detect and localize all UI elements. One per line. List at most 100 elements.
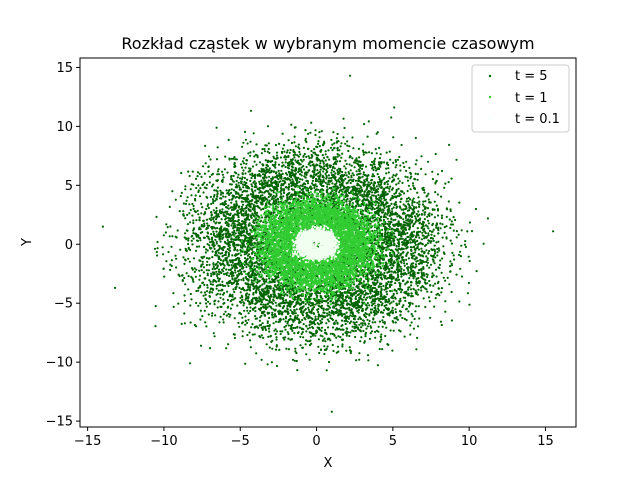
data-point bbox=[350, 174, 353, 177]
data-point bbox=[251, 333, 254, 336]
data-point bbox=[390, 242, 393, 245]
data-point bbox=[191, 243, 194, 246]
data-point bbox=[383, 214, 386, 217]
data-point bbox=[293, 135, 296, 138]
data-point bbox=[275, 345, 278, 348]
data-point bbox=[432, 284, 435, 287]
data-point bbox=[316, 146, 319, 149]
data-point bbox=[394, 248, 397, 251]
data-point bbox=[293, 151, 296, 154]
data-point bbox=[358, 323, 361, 326]
data-point bbox=[347, 315, 351, 318]
data-point bbox=[299, 178, 302, 181]
data-point bbox=[205, 183, 209, 186]
data-point bbox=[348, 346, 351, 349]
data-point bbox=[431, 170, 434, 173]
data-point bbox=[451, 251, 454, 254]
data-point bbox=[427, 227, 430, 230]
data-point bbox=[210, 314, 214, 317]
data-point bbox=[302, 165, 305, 168]
data-point bbox=[257, 199, 260, 203]
data-point bbox=[227, 284, 230, 287]
data-point bbox=[377, 175, 380, 179]
data-point bbox=[269, 335, 272, 338]
data-point bbox=[207, 269, 210, 272]
data-point bbox=[368, 200, 371, 203]
data-point bbox=[397, 187, 400, 190]
data-point bbox=[363, 296, 366, 299]
data-point bbox=[213, 247, 216, 250]
data-point bbox=[268, 324, 271, 327]
data-point bbox=[410, 249, 413, 252]
data-point bbox=[382, 309, 386, 312]
data-point bbox=[377, 202, 380, 205]
data-point bbox=[366, 183, 369, 186]
data-point bbox=[399, 206, 402, 209]
data-point bbox=[275, 336, 278, 339]
data-point bbox=[211, 312, 214, 315]
data-point bbox=[218, 209, 222, 212]
data-point bbox=[314, 129, 317, 132]
data-point bbox=[385, 172, 388, 175]
data-point bbox=[216, 195, 219, 198]
data-point bbox=[355, 157, 358, 160]
data-point bbox=[349, 331, 352, 334]
data-point bbox=[228, 198, 231, 201]
data-point bbox=[415, 159, 418, 162]
data-point bbox=[428, 300, 431, 303]
data-point bbox=[371, 321, 374, 324]
data-point bbox=[219, 305, 222, 308]
data-point bbox=[312, 312, 315, 315]
data-point bbox=[227, 255, 230, 258]
data-point bbox=[169, 225, 172, 228]
data-point bbox=[226, 171, 229, 174]
data-point bbox=[272, 191, 275, 194]
data-point bbox=[367, 284, 371, 287]
data-point bbox=[375, 265, 378, 268]
data-point bbox=[278, 348, 281, 351]
data-point bbox=[199, 302, 202, 305]
data-point bbox=[280, 192, 283, 195]
data-point bbox=[287, 318, 290, 322]
data-point bbox=[391, 210, 394, 213]
data-point bbox=[380, 304, 383, 307]
data-point bbox=[383, 176, 386, 179]
data-point bbox=[386, 183, 389, 186]
data-point bbox=[431, 223, 434, 227]
data-point bbox=[358, 288, 361, 291]
data-point bbox=[239, 177, 242, 180]
data-point bbox=[317, 317, 320, 321]
data-point bbox=[219, 259, 223, 262]
data-point bbox=[382, 315, 385, 319]
data-point bbox=[241, 316, 244, 319]
data-point bbox=[247, 318, 250, 321]
data-point bbox=[202, 219, 205, 222]
data-point bbox=[388, 190, 391, 193]
data-point bbox=[373, 207, 376, 211]
data-point bbox=[341, 345, 344, 348]
data-point bbox=[247, 152, 250, 155]
data-point bbox=[435, 204, 438, 207]
data-point bbox=[332, 170, 335, 173]
data-point bbox=[272, 290, 275, 293]
data-point bbox=[386, 213, 389, 216]
data-point bbox=[356, 195, 359, 198]
data-point bbox=[424, 173, 427, 176]
data-point bbox=[348, 163, 351, 166]
data-point bbox=[183, 322, 186, 325]
data-point bbox=[234, 232, 237, 235]
data-point bbox=[192, 219, 195, 222]
data-point bbox=[404, 283, 407, 286]
data-point bbox=[347, 179, 350, 182]
data-point bbox=[366, 354, 370, 357]
data-point bbox=[373, 306, 376, 309]
data-point bbox=[168, 205, 171, 208]
data-point bbox=[170, 245, 173, 248]
data-point bbox=[257, 288, 260, 291]
data-point bbox=[402, 269, 405, 272]
data-point bbox=[384, 296, 387, 299]
data-point bbox=[242, 304, 245, 307]
data-point bbox=[387, 280, 390, 283]
data-point bbox=[221, 173, 224, 176]
data-point bbox=[427, 252, 430, 255]
